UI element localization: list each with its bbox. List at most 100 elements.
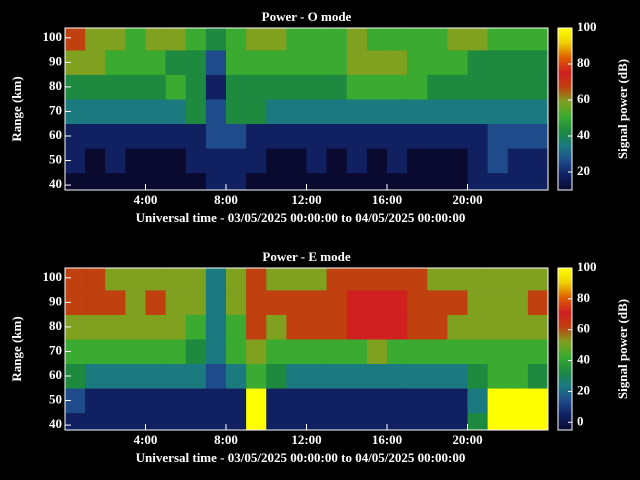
heat-cell [286,148,307,174]
heat-cell [427,50,448,75]
heat-cell [507,74,529,100]
heat-cell [246,50,267,75]
heat-cell [65,99,86,125]
heat-cell [527,28,549,51]
heat-cell [226,123,247,149]
heat-cell [185,268,207,291]
heat-cell [65,28,86,51]
heat-cell [387,412,408,431]
y-tick-label: 80 [49,318,62,333]
heat-cell [205,99,227,125]
heat-cell [527,412,549,431]
heat-cell [65,50,86,75]
heat-cell [326,388,348,414]
heat-cell [387,148,408,174]
heat-cell [326,50,348,75]
heat-cell [447,123,468,149]
heat-cell [366,99,388,125]
heat-cell [366,28,388,51]
heat-cell [85,123,106,149]
heat-cell [246,123,267,149]
y-tick-label: 90 [49,293,62,308]
heat-cell [85,50,106,75]
heat-cell [407,363,428,389]
heat-cell [346,388,368,414]
heat-cell [346,172,368,191]
heat-cell [447,99,468,125]
heat-cell [226,268,247,291]
y-tick-label: 50 [49,392,62,407]
heat-cell [487,28,509,51]
heat-cell [487,339,509,365]
heat-cell [326,339,348,365]
x-axis-label: Universal time - 03/05/2025 00:00:00 to … [136,450,466,465]
heat-cell [427,123,448,149]
heat-cell [507,412,529,431]
heat-cell [387,339,408,365]
heat-cell [266,148,287,174]
heat-cell [467,28,488,51]
heat-cell [326,268,348,291]
heat-cell [487,268,509,291]
heat-cell [105,123,126,149]
heat-cell [266,99,287,125]
heat-cell [165,290,187,315]
heat-cell [346,148,368,174]
heat-cell [306,268,327,291]
heat-cell [467,123,488,149]
heat-cell [507,363,529,389]
heat-cell [105,50,126,75]
heat-cell [185,28,207,51]
heat-cell [205,123,227,149]
heat-cell [85,388,106,414]
heat-cell [467,99,488,125]
x-tick-label: 20:00 [452,432,482,447]
heat-cell [366,74,388,100]
heat-cell [85,363,106,389]
heat-cell [85,148,106,174]
heat-cell [165,123,187,149]
heat-cell [467,172,488,191]
heat-cell [65,314,86,340]
y-tick-label: 70 [49,102,62,117]
heat-cell [467,148,488,174]
heat-cell [467,74,488,100]
heat-cell [65,339,86,365]
heat-cell [286,123,307,149]
heat-cell [346,74,368,100]
heat-cell [85,412,106,431]
heat-cell [185,290,207,315]
heat-cell [105,339,126,365]
y-tick-label: 60 [49,367,62,382]
heat-cell [447,290,468,315]
heat-cell [65,412,86,431]
heat-cell [205,50,227,75]
heat-cell [407,268,428,291]
heat-cell [507,268,529,291]
heat-cell [447,339,468,365]
heat-cell [306,123,327,149]
heat-cell [366,388,388,414]
heat-cell [165,148,187,174]
heat-cell [105,412,126,431]
heat-cell [527,314,549,340]
y-axis-label: Range (km) [9,76,24,141]
heat-cell [326,290,348,315]
heat-cell [125,123,146,149]
heat-cell [145,290,166,315]
heat-cell [65,74,86,100]
heat-cell [185,50,207,75]
heat-cell [246,412,267,431]
heat-cell [125,28,146,51]
heat-cell [527,50,549,75]
heat-cell [366,363,388,389]
heat-cell [407,412,428,431]
heat-cell [286,50,307,75]
y-tick-label: 80 [49,78,62,93]
heat-cell [387,99,408,125]
heat-cell [165,268,187,291]
heat-cell [105,290,126,315]
heat-cell [346,290,368,315]
heat-cell [85,339,106,365]
x-tick-label: 12:00 [291,432,321,447]
